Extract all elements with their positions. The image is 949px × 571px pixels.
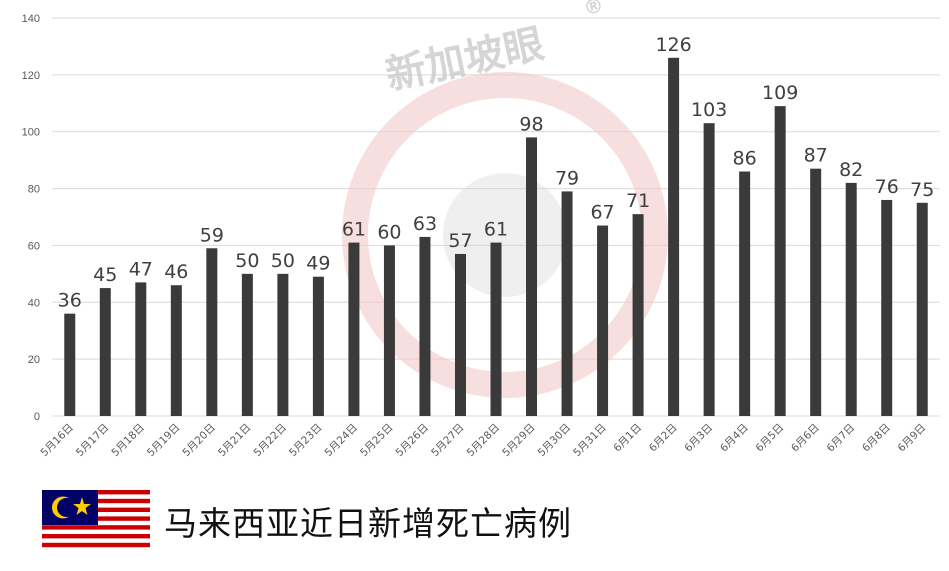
bar (668, 57, 680, 417)
data-label: 36 (58, 290, 82, 312)
bar (526, 137, 538, 416)
chart-caption: 马来西亚近日新增死亡病例 (164, 504, 572, 543)
x-tick-label: 5月21日 (216, 422, 254, 460)
watermark-registered-mark: ® (581, 0, 606, 20)
watermark: 新加坡眼 ® (342, 0, 668, 398)
data-label: 75 (910, 179, 934, 201)
data-label: 71 (626, 190, 650, 212)
y-tick-label: 40 (28, 297, 40, 309)
x-tick-label: 5月26日 (394, 422, 432, 460)
x-tick-label: 5月31日 (571, 422, 609, 460)
bar (454, 253, 466, 416)
y-tick-label: 20 (28, 354, 40, 366)
bar (739, 171, 751, 416)
data-label: 47 (129, 258, 153, 280)
bar (916, 202, 928, 416)
x-tick-label: 5月23日 (287, 422, 325, 460)
x-tick-label: 5月29日 (500, 422, 538, 460)
bar (561, 191, 573, 416)
data-label: 76 (875, 176, 899, 198)
bar (597, 225, 609, 416)
y-axis: 0 20 40 60 80 100 120 140 (22, 13, 40, 423)
x-tick-label: 5月30日 (536, 422, 574, 460)
data-label: 45 (93, 264, 117, 286)
x-tick-label: 5月24日 (323, 422, 361, 460)
x-tick-label: 5月20日 (180, 422, 218, 460)
data-label: 79 (555, 167, 579, 189)
x-tick-label: 6月8日 (860, 422, 893, 455)
data-label: 50 (235, 250, 259, 272)
y-tick-label: 120 (22, 70, 40, 82)
malaysia-flag-icon (42, 490, 150, 552)
data-label: 82 (839, 159, 863, 181)
data-label: 46 (164, 261, 188, 283)
data-label: 126 (655, 34, 691, 56)
x-tick-label: 6月4日 (718, 422, 751, 455)
data-label: 103 (691, 99, 727, 121)
bar (490, 242, 502, 416)
footer: 马来西亚近日新增死亡病例 (42, 490, 572, 552)
data-label: 109 (762, 82, 798, 104)
y-tick-label: 100 (22, 127, 40, 139)
y-tick-label: 0 (34, 411, 40, 423)
data-label: 63 (413, 213, 437, 235)
data-label: 50 (271, 250, 295, 272)
bar (312, 276, 324, 416)
x-tick-label: 6月2日 (647, 422, 680, 455)
data-label: 57 (448, 230, 472, 252)
bar (881, 199, 893, 416)
data-label: 61 (484, 219, 508, 241)
bar (632, 214, 644, 416)
x-tick-label: 5月16日 (38, 422, 76, 460)
bar (774, 106, 786, 416)
bars: 36 45 47 46 59 50 50 49 61 60 63 57 61 98 79 67 71 126 103… (58, 34, 934, 417)
x-tick-label: 6月9日 (896, 422, 929, 455)
y-tick-label: 60 (28, 240, 40, 252)
bar (810, 168, 822, 416)
x-tick-label: 6月5日 (753, 422, 786, 455)
bar (99, 288, 111, 416)
x-tick-label: 5月27日 (429, 422, 467, 460)
data-label: 87 (804, 145, 828, 167)
data-label: 49 (306, 253, 330, 275)
bar-chart: 新加坡眼 ® 0 20 40 60 80 100 120 140 36 45 47 46 59 50 50… (22, 0, 940, 460)
data-label: 98 (519, 113, 543, 135)
data-label: 61 (342, 219, 366, 241)
x-tick-label: 5月18日 (109, 422, 147, 460)
y-tick-label: 80 (28, 184, 40, 196)
bar (383, 245, 395, 416)
x-tick-label: 5月17日 (74, 422, 112, 460)
bar (241, 273, 253, 416)
x-tick-label: 6月7日 (825, 422, 858, 455)
data-label: 59 (200, 224, 224, 246)
x-tick-label: 6月1日 (611, 422, 644, 455)
bar (64, 313, 76, 416)
bar (135, 282, 147, 416)
bar (170, 285, 182, 416)
data-label: 67 (590, 202, 614, 224)
y-tick-label: 140 (22, 13, 40, 25)
x-tick-label: 6月3日 (682, 422, 715, 455)
bar (206, 248, 218, 416)
bar (348, 242, 360, 416)
x-tick-label: 5月19日 (145, 422, 183, 460)
bar (703, 123, 715, 416)
x-axis: 5月16日5月17日5月18日5月19日5月20日5月21日5月22日5月23日… (38, 422, 928, 460)
x-tick-label: 6月6日 (789, 422, 822, 455)
x-tick-label: 5月22日 (251, 422, 289, 460)
bar (845, 182, 857, 416)
x-tick-label: 5月28日 (465, 422, 503, 460)
bar (419, 236, 431, 416)
x-tick-label: 5月25日 (358, 422, 396, 460)
data-label: 60 (377, 221, 401, 243)
bar (277, 273, 289, 416)
data-label: 86 (733, 148, 757, 170)
